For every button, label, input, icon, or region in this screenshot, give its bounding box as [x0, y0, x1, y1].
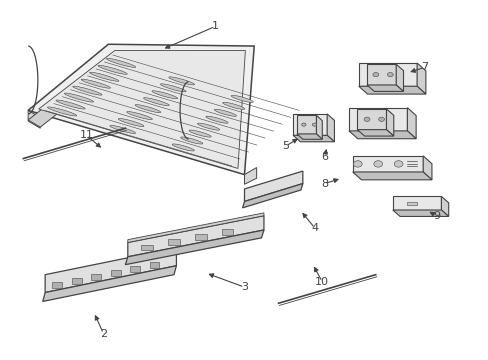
Polygon shape: [348, 131, 415, 139]
Polygon shape: [195, 234, 206, 240]
Text: 10: 10: [315, 277, 328, 287]
Polygon shape: [160, 84, 186, 92]
Polygon shape: [366, 64, 395, 85]
Text: 7: 7: [420, 63, 427, 72]
Polygon shape: [118, 118, 143, 127]
Polygon shape: [73, 86, 102, 95]
Polygon shape: [125, 230, 264, 265]
Ellipse shape: [393, 161, 402, 167]
Ellipse shape: [353, 161, 362, 167]
Ellipse shape: [386, 72, 392, 77]
Polygon shape: [348, 108, 407, 131]
Polygon shape: [89, 72, 119, 81]
Polygon shape: [416, 63, 425, 94]
Polygon shape: [126, 112, 152, 120]
Polygon shape: [316, 115, 322, 139]
Polygon shape: [72, 278, 81, 284]
Polygon shape: [180, 137, 203, 144]
Polygon shape: [205, 116, 227, 123]
Polygon shape: [441, 197, 448, 216]
Polygon shape: [47, 107, 77, 116]
Polygon shape: [28, 111, 40, 128]
Polygon shape: [296, 134, 322, 139]
Polygon shape: [366, 85, 403, 91]
Polygon shape: [358, 86, 425, 94]
Polygon shape: [168, 239, 180, 245]
Polygon shape: [127, 213, 264, 243]
Text: 8: 8: [321, 179, 327, 189]
Polygon shape: [149, 262, 159, 268]
Ellipse shape: [373, 161, 382, 167]
Polygon shape: [106, 58, 136, 67]
Polygon shape: [64, 93, 93, 102]
Polygon shape: [28, 57, 120, 127]
Ellipse shape: [312, 123, 316, 126]
Polygon shape: [127, 216, 264, 257]
Polygon shape: [357, 109, 386, 130]
Polygon shape: [392, 210, 448, 216]
Polygon shape: [386, 109, 393, 136]
Polygon shape: [172, 144, 194, 151]
Polygon shape: [352, 172, 431, 180]
Polygon shape: [168, 77, 194, 85]
Ellipse shape: [364, 117, 369, 121]
Text: 6: 6: [321, 152, 327, 162]
Text: 5: 5: [282, 141, 289, 151]
Polygon shape: [109, 126, 135, 134]
Polygon shape: [358, 63, 416, 86]
Polygon shape: [214, 109, 236, 116]
Polygon shape: [242, 184, 302, 208]
Polygon shape: [28, 44, 254, 175]
Polygon shape: [352, 156, 422, 172]
Text: 3: 3: [241, 282, 247, 292]
Polygon shape: [56, 100, 85, 109]
Polygon shape: [296, 115, 316, 134]
Polygon shape: [91, 274, 101, 280]
Polygon shape: [188, 130, 211, 137]
Text: 2: 2: [100, 329, 107, 339]
Polygon shape: [98, 65, 127, 75]
Polygon shape: [222, 102, 244, 109]
Polygon shape: [292, 114, 326, 135]
Polygon shape: [130, 266, 140, 272]
Polygon shape: [42, 266, 176, 301]
Polygon shape: [422, 156, 431, 180]
Ellipse shape: [301, 123, 305, 126]
Polygon shape: [152, 91, 177, 99]
Polygon shape: [407, 202, 416, 204]
Polygon shape: [395, 64, 403, 91]
Polygon shape: [45, 248, 176, 293]
Polygon shape: [81, 79, 110, 88]
Polygon shape: [143, 98, 169, 106]
Polygon shape: [52, 282, 62, 288]
Text: 11: 11: [80, 130, 93, 140]
Ellipse shape: [378, 117, 384, 121]
Polygon shape: [135, 105, 161, 113]
Polygon shape: [407, 108, 415, 139]
Polygon shape: [357, 130, 393, 136]
Polygon shape: [244, 167, 256, 184]
Polygon shape: [326, 114, 334, 142]
Polygon shape: [197, 123, 219, 130]
Polygon shape: [392, 197, 441, 210]
Polygon shape: [231, 95, 253, 103]
Text: 1: 1: [211, 21, 218, 31]
Polygon shape: [111, 270, 120, 276]
Polygon shape: [221, 229, 233, 235]
Polygon shape: [39, 50, 245, 168]
Ellipse shape: [372, 72, 378, 77]
Polygon shape: [141, 245, 153, 251]
Polygon shape: [292, 135, 334, 142]
Text: 9: 9: [432, 211, 439, 221]
Text: 4: 4: [311, 223, 318, 233]
Polygon shape: [244, 171, 302, 202]
